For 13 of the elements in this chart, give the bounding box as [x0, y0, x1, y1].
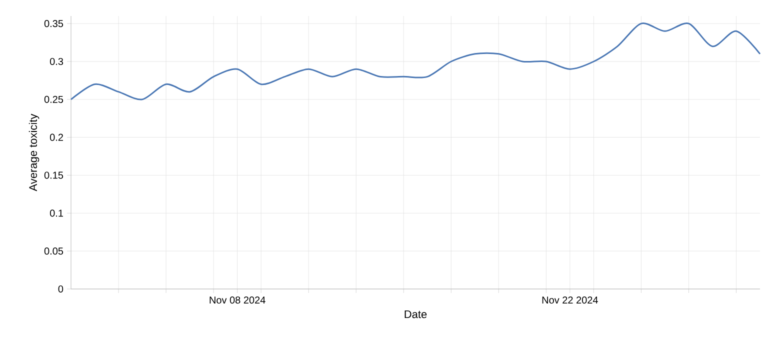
line-series [70, 22, 761, 100]
y-tick-label: 0.1 [50, 210, 63, 217]
x-tick-label: Nov 22 2024 [542, 296, 598, 304]
y-tick-label: 0.35 [44, 20, 64, 28]
y-tick-label: 0.2 [50, 134, 63, 141]
y-tick-label: 0 [58, 285, 64, 293]
y-tick-label: 0.05 [44, 248, 64, 255]
y-axis-title: Average toxicity [28, 114, 40, 192]
y-tick-label: 0.15 [44, 172, 64, 179]
x-tick-label: Nov 08 2024 [210, 296, 266, 304]
x-axis-title: Date [404, 310, 427, 318]
y-tick-label: 0.3 [50, 58, 64, 66]
y-tick-label: 0.25 [44, 96, 64, 103]
